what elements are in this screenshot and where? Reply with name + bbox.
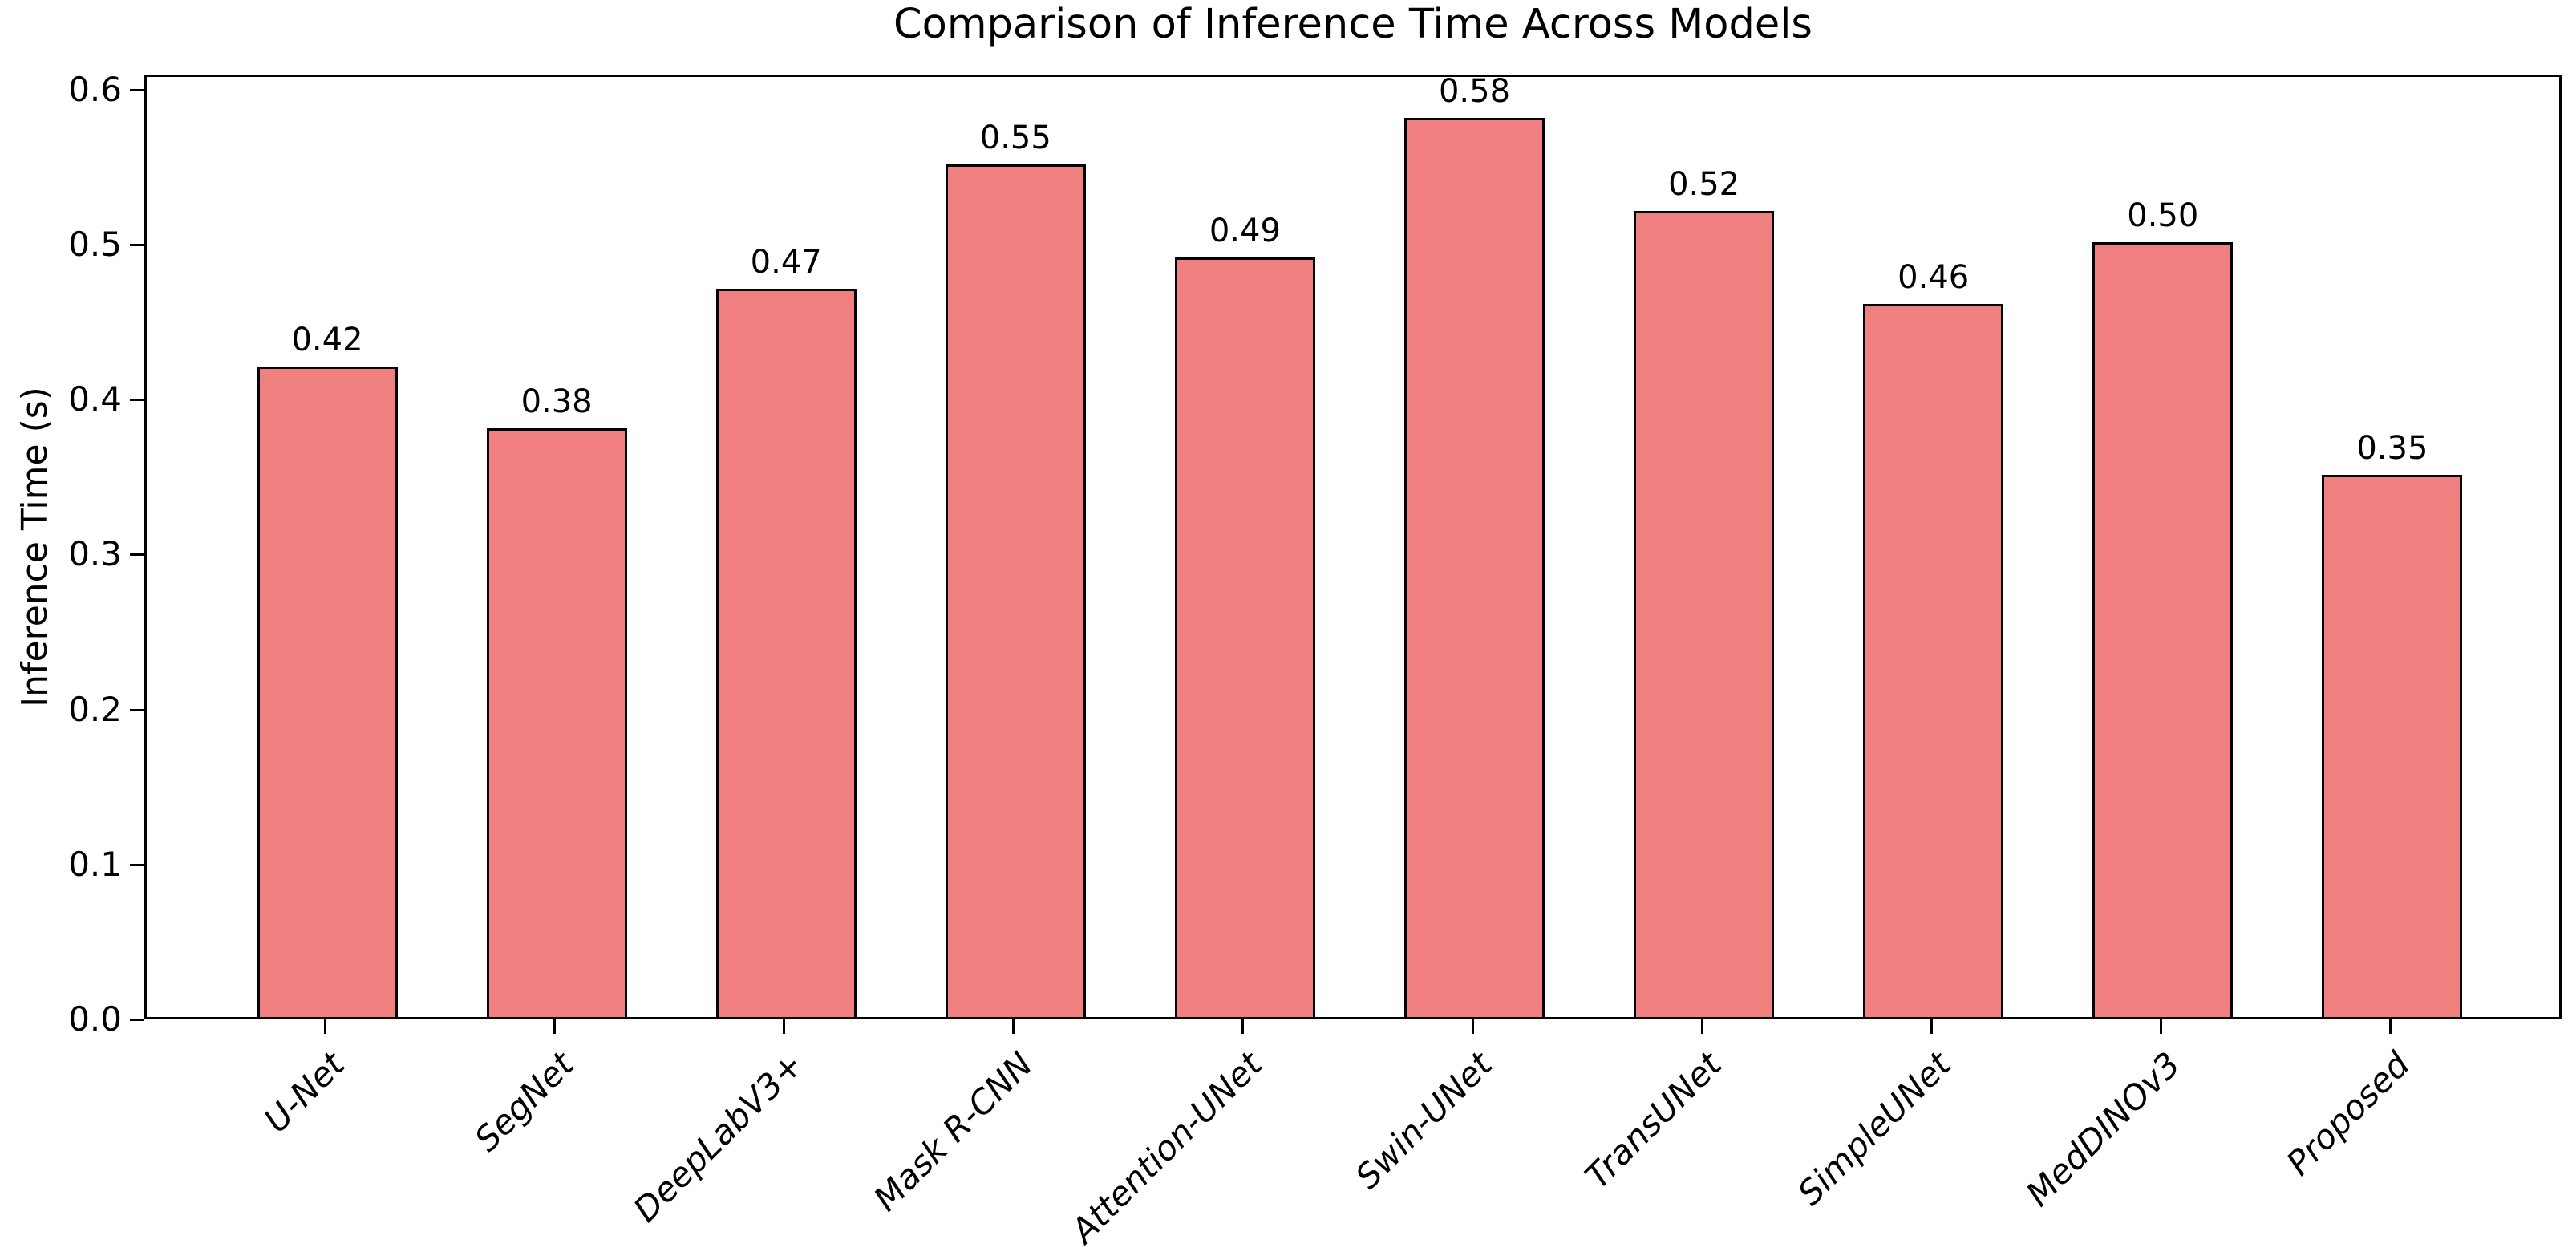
y-tick-0.3: [130, 553, 144, 556]
bar-value-label-mask-r-cnn: 0.55: [979, 120, 1051, 156]
x-tick-label-text: DeepLabV3+: [626, 1044, 811, 1230]
x-tick-u-net: [324, 1019, 326, 1034]
y-tick-0.1: [130, 864, 144, 866]
bar-value-label-u-net: 0.42: [291, 322, 363, 359]
bar-attention-unet: [1175, 257, 1315, 1017]
y-tick-0.5: [130, 244, 144, 246]
y-tick-label-0.6: 0.6: [68, 70, 122, 109]
x-tick-label-text: Proposed: [2278, 1044, 2417, 1183]
bar-swin-unet: [1404, 118, 1545, 1017]
x-tick-label-text: Attention-UNet: [1063, 1044, 1270, 1251]
bar-deeplabv3-: [716, 289, 857, 1017]
x-tick-label-text: SegNet: [467, 1044, 581, 1160]
y-tick-label-0.5: 0.5: [68, 225, 122, 264]
bar-segnet: [487, 428, 627, 1017]
bar-simpleunet: [1863, 304, 2003, 1017]
x-tick-segnet: [553, 1019, 556, 1034]
x-tick-label-text: U-Net: [256, 1044, 352, 1140]
x-tick-attention-unet: [1241, 1019, 1244, 1034]
bar-value-label-meddinov3: 0.50: [2127, 197, 2199, 234]
x-tick-deeplabv3-: [783, 1019, 785, 1034]
plot-area: 0.42 0.38 0.47 0.55 0.49 0.58 0.52 0.46 0.50 0.35: [144, 73, 2562, 1019]
y-tick-label-0.2: 0.2: [68, 690, 122, 729]
y-tick-0.2: [130, 709, 144, 711]
x-tick-proposed: [2389, 1019, 2392, 1034]
bar-value-label-transunet: 0.52: [1668, 166, 1740, 203]
y-tick-0.6: [130, 89, 144, 91]
x-tick-mask-r-cnn: [1012, 1019, 1015, 1034]
x-tick-transunet: [1701, 1019, 1703, 1034]
y-tick-label-0.3: 0.3: [68, 534, 122, 573]
x-tick-label-text: TransUNet: [1577, 1044, 1729, 1197]
bar-u-net: [257, 367, 398, 1017]
bar-value-label-deeplabv3-: 0.47: [750, 244, 822, 281]
x-tick-meddinov3: [2160, 1019, 2162, 1034]
y-tick-0.4: [130, 399, 144, 401]
x-tick-label-text: Mask R-CNN: [865, 1044, 1040, 1219]
bar-proposed: [2322, 475, 2462, 1017]
bar-transunet: [1634, 211, 1774, 1017]
bar-mask-r-cnn: [946, 164, 1086, 1017]
y-tick-label-0.1: 0.1: [68, 845, 122, 884]
bar-value-label-attention-unet: 0.49: [1209, 213, 1281, 249]
x-tick-label-text: MedDINOv3: [2018, 1044, 2188, 1214]
bar-value-label-simpleunet: 0.46: [1898, 259, 1970, 296]
y-tick-label-0.4: 0.4: [68, 379, 122, 419]
y-tick-label-0.0: 0.0: [68, 999, 122, 1039]
x-tick-label-text: SimpleUNet: [1790, 1044, 1958, 1213]
x-tick-simpleunet: [1930, 1019, 1933, 1034]
y-tick-0.0: [130, 1019, 144, 1021]
bar-meddinov3: [2092, 242, 2233, 1017]
x-tick-swin-unet: [1472, 1019, 1474, 1034]
bar-value-label-proposed: 0.35: [2356, 430, 2428, 467]
chart-title: Comparison of Inference Time Across Mode…: [893, 1, 1813, 48]
bar-value-label-swin-unet: 0.58: [1438, 73, 1511, 110]
x-tick-label-text: Swin-UNet: [1347, 1044, 1500, 1197]
bar-value-label-segnet: 0.38: [520, 383, 593, 420]
